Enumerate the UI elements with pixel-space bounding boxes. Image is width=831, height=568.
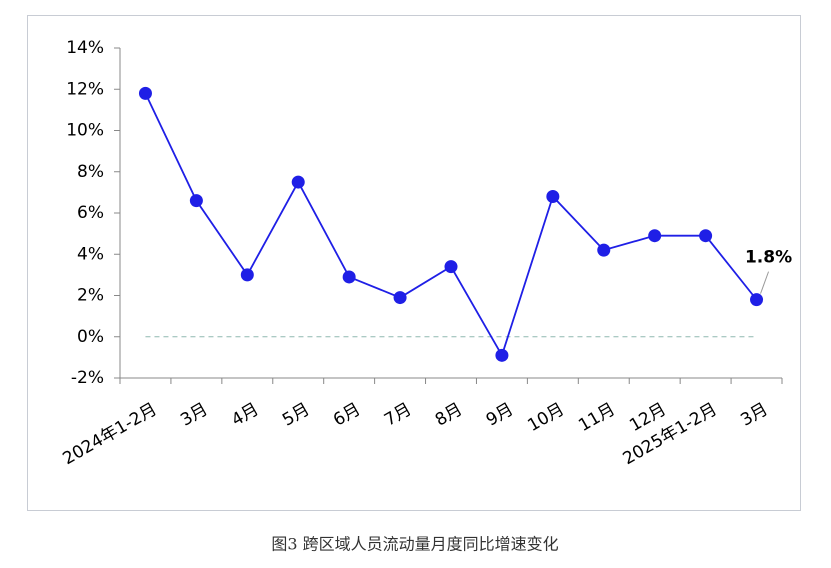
y-tick-label: 2%	[77, 286, 104, 306]
data-point	[597, 243, 611, 257]
y-tick-label: 8%	[77, 162, 104, 182]
data-point	[342, 270, 356, 284]
x-tick-label: 6月	[330, 399, 364, 430]
label-leader	[760, 271, 770, 294]
x-tick-label: 7月	[381, 399, 415, 430]
y-tick-label: 10%	[66, 121, 104, 141]
caption: 图3 跨区域人员流动量月度同比增速变化	[271, 535, 558, 554]
data-point	[546, 190, 560, 203]
y-tick-label: 0%	[77, 327, 104, 347]
data-point	[444, 260, 458, 274]
x-tick-label: 9月	[483, 399, 517, 430]
data-point	[495, 348, 509, 362]
y-tick-label: 14%	[66, 38, 104, 58]
x-tick-label: 5月	[279, 399, 313, 430]
y-tick-label: 12%	[66, 79, 104, 99]
data-point	[750, 293, 764, 307]
y-tick-label: 6%	[77, 203, 104, 223]
x-tick-label: 3月	[737, 399, 771, 430]
x-tick-label: 3月	[177, 399, 211, 430]
y-tick-label: 4%	[77, 244, 104, 264]
y-tick-label: -2%	[71, 368, 104, 388]
data-point	[699, 229, 713, 243]
data-label: 1.8%	[745, 248, 792, 268]
x-tick-label: 10月	[524, 399, 567, 436]
data-point	[648, 229, 662, 243]
x-tick-label: 8月	[432, 399, 466, 430]
data-point	[291, 175, 305, 189]
data-point	[393, 291, 407, 305]
data-point	[138, 86, 152, 100]
x-tick-label: 11月	[575, 399, 618, 436]
x-tick-label: 2024年1-2月	[60, 399, 161, 469]
chart-frame	[27, 15, 801, 511]
data-point	[189, 194, 203, 208]
data-point	[240, 268, 254, 282]
x-tick-label: 4月	[228, 399, 262, 430]
series-line	[144, 92, 758, 358]
